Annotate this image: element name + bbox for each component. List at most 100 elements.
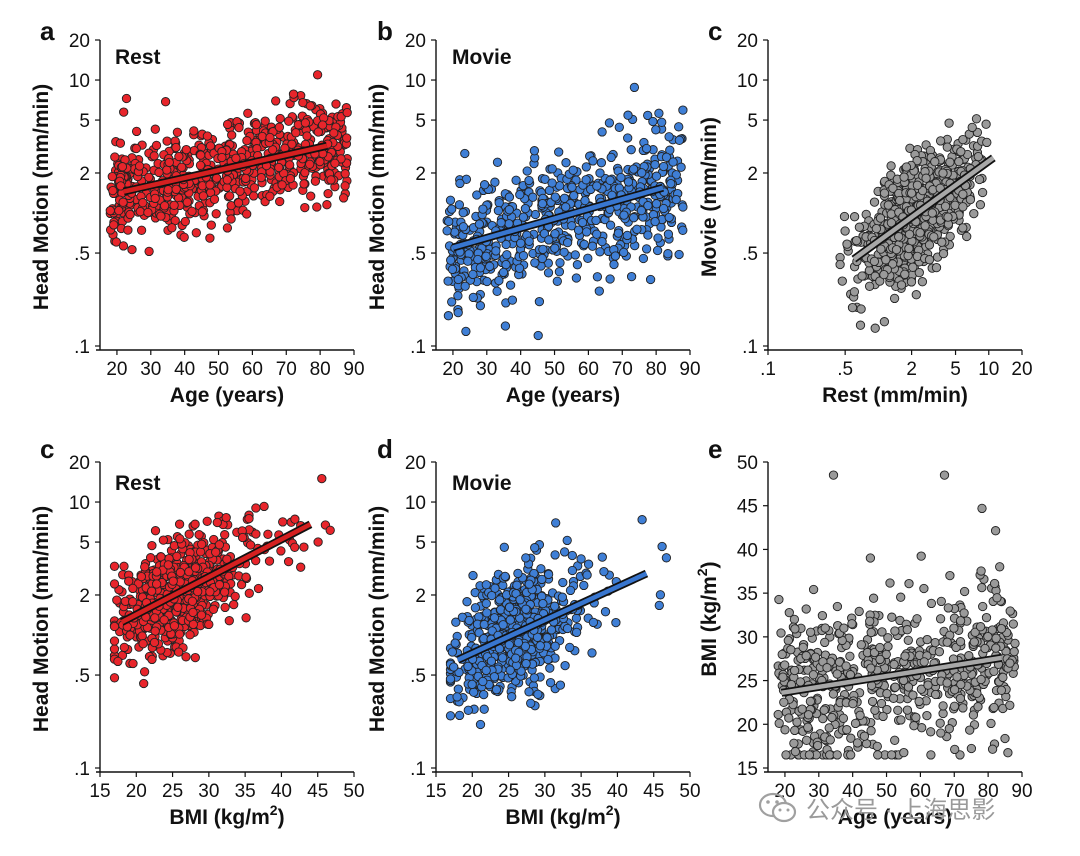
data-point <box>650 160 660 170</box>
x-tick-label: 50 <box>208 359 229 380</box>
data-point <box>555 258 565 268</box>
data-point <box>565 585 576 596</box>
data-point <box>867 696 878 707</box>
data-point <box>657 541 667 552</box>
data-point <box>950 744 960 755</box>
x-tick-label: 5 <box>950 359 961 380</box>
data-point <box>118 197 128 207</box>
data-point <box>870 705 880 715</box>
data-point <box>454 200 465 210</box>
panel-letter: c <box>708 16 722 46</box>
data-point <box>317 473 327 484</box>
data-point <box>917 277 928 287</box>
data-point <box>149 637 160 648</box>
data-point <box>865 616 875 626</box>
x-tick-label: .1 <box>760 359 776 380</box>
data-point <box>121 93 132 104</box>
data-point <box>916 684 927 694</box>
y-tick-label: 20 <box>737 31 758 52</box>
data-point <box>611 617 621 628</box>
data-point <box>317 120 328 130</box>
data-point <box>489 672 500 682</box>
data-point <box>150 124 160 134</box>
inset-label: Rest <box>115 46 161 69</box>
y-tick-label: 20 <box>405 31 426 52</box>
data-point <box>605 220 616 230</box>
data-point <box>877 627 887 637</box>
data-point <box>832 601 843 612</box>
data-point <box>260 116 270 126</box>
data-point <box>496 605 506 615</box>
scatter-points <box>835 114 992 333</box>
y-axis-label: BMI (kg/m2) <box>694 561 721 676</box>
data-point <box>938 248 949 259</box>
data-point <box>545 677 556 688</box>
data-point <box>952 672 962 682</box>
data-point <box>275 196 285 207</box>
y-tick-label: .5 <box>742 244 758 265</box>
data-point <box>991 633 1001 643</box>
data-point <box>222 119 233 130</box>
data-point <box>109 579 120 589</box>
data-point <box>658 161 669 172</box>
data-point <box>562 623 573 634</box>
data-point <box>112 595 122 605</box>
y-tick-label: 10 <box>405 71 426 92</box>
y-tick-label: 5 <box>79 533 90 554</box>
data-point <box>886 750 897 760</box>
data-point <box>496 218 506 228</box>
y-axis-label: Head Motion (mm/min) <box>366 84 389 310</box>
data-point <box>652 245 663 256</box>
data-point <box>939 470 950 480</box>
data-point <box>504 192 515 202</box>
data-point <box>852 738 863 748</box>
data-point <box>491 246 501 256</box>
data-point <box>895 195 905 206</box>
inset-label: Rest <box>115 472 161 495</box>
data-point <box>511 653 521 663</box>
y-tick-label: .1 <box>74 759 90 780</box>
data-point <box>623 177 634 187</box>
data-point <box>110 152 120 162</box>
x-axis-label: Age (years) <box>838 806 952 829</box>
data-point <box>285 173 296 184</box>
data-point <box>475 301 486 311</box>
data-point <box>822 663 832 673</box>
x-tick-label: 80 <box>978 781 999 802</box>
data-point <box>886 209 896 219</box>
data-point <box>878 711 888 722</box>
y-tick-label: .5 <box>410 666 426 687</box>
data-point <box>841 661 851 671</box>
data-point <box>893 705 903 715</box>
data-point <box>942 142 952 152</box>
data-point <box>524 579 534 589</box>
data-point <box>505 615 515 625</box>
data-point <box>558 577 568 588</box>
data-point <box>245 540 256 550</box>
data-point <box>805 627 816 637</box>
data-point <box>196 610 207 620</box>
data-point <box>545 663 555 673</box>
data-point <box>257 131 267 142</box>
data-point <box>977 582 987 593</box>
data-point <box>936 728 946 738</box>
x-tick-label: 90 <box>679 359 700 380</box>
data-point <box>249 183 260 193</box>
fit-line <box>456 571 648 662</box>
data-point <box>124 576 134 586</box>
data-point <box>152 567 162 577</box>
data-point <box>938 708 948 719</box>
data-point <box>883 641 893 652</box>
data-point <box>987 744 998 754</box>
data-point <box>119 561 129 571</box>
data-point <box>668 157 678 167</box>
data-point <box>474 219 485 229</box>
data-point <box>208 604 219 614</box>
data-point <box>899 172 909 182</box>
data-point <box>481 665 491 676</box>
panel-b: 20 30 40 50 60 70 80 90 .1 .5 2 5 10 20 Age (years) Hea… <box>366 16 701 407</box>
data-point <box>842 239 852 249</box>
data-point <box>986 718 996 729</box>
data-point <box>534 296 545 307</box>
data-point <box>890 626 900 636</box>
